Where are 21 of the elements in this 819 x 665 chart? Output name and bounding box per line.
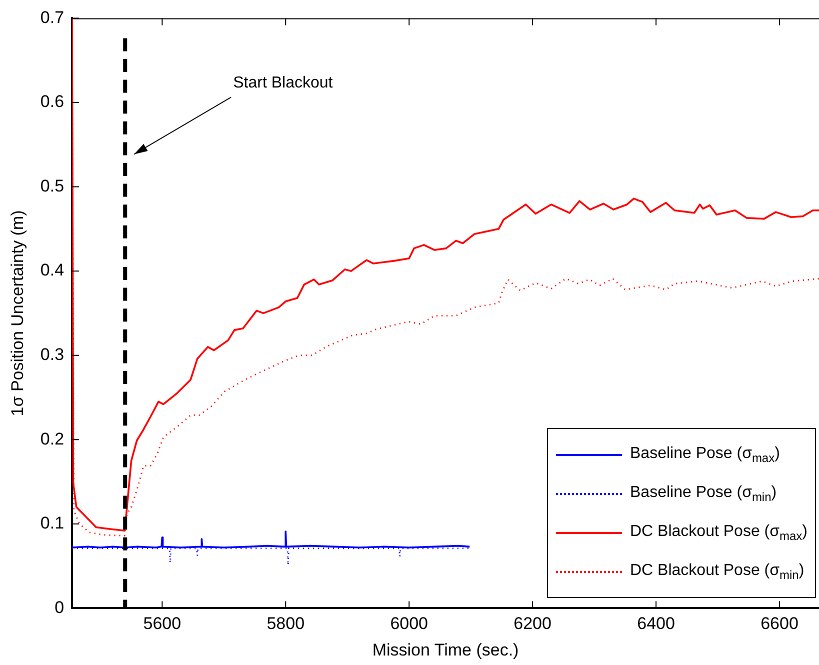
legend-label: Baseline Pose (σ$_{max}$) (630, 444, 780, 465)
y-tick-label: 0.7 (40, 8, 64, 27)
x-tick-label: 6200 (514, 614, 552, 634)
y-tick-label: 0.5 (40, 176, 64, 196)
ref-line-label: Start Blackout (233, 74, 334, 92)
legend-label: DC Blackout Pose (σ$_{max}$) (630, 522, 808, 543)
x-tick-label: 5600 (143, 614, 182, 634)
y-tick-label: 0.4 (40, 260, 64, 280)
y-tick-label: 0 (54, 598, 64, 617)
y-tick-label: 0.6 (40, 92, 64, 112)
legend-label: Baseline Pose (σ$_{min}$) (630, 484, 777, 504)
x-tick-label: 6600 (760, 614, 798, 634)
x-axis-title: Mission Time (sec.) (372, 640, 519, 660)
legend-label: DC Blackout Pose (σ$_{min}$) (630, 562, 804, 582)
y-tick-label: 0.3 (40, 345, 64, 364)
y-tick-label: 0.2 (40, 429, 64, 448)
x-tick-label: 6400 (637, 614, 675, 634)
x-tick-label: 6000 (390, 614, 428, 634)
x-tick-label: 5800 (266, 614, 305, 634)
y-axis-title: 1σ Position Uncertainty (m) (8, 210, 27, 416)
y-tick-label: 0.1 (40, 514, 64, 533)
